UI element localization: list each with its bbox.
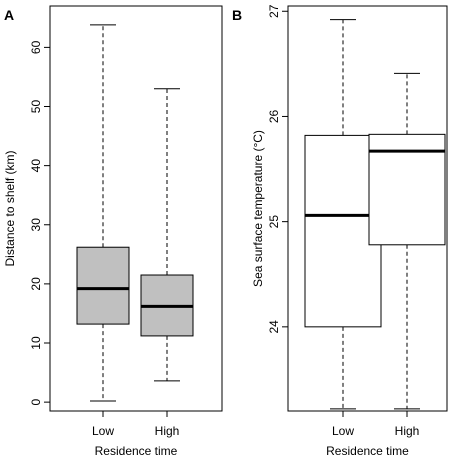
panel-b-boxes [304,19,446,410]
panel-b-y-axis: 24 25 26 27 [267,4,288,334]
x-tick-label: Low [92,424,114,438]
panel-a-x-label: Residence time [95,444,178,458]
y-tick-label: 20 [29,277,43,291]
panel-b-frame [287,5,448,412]
y-tick-label: 0 [29,398,43,405]
box-low [304,19,382,410]
box-low [76,24,130,402]
panel-a-y-label: Distance to shelf (km) [3,150,17,266]
panel-a-letter: A [4,7,14,23]
y-tick-label: 10 [29,336,43,350]
y-tick-label: 50 [29,100,43,114]
y-tick-label: 27 [267,4,281,18]
panel-b-y-label: Sea surface temperature (°C) [251,130,265,287]
panel-a-y-axis: 0 10 20 30 40 50 60 [29,40,50,405]
iqr-box [368,133,446,246]
x-tick-label: High [395,424,420,438]
panel-a: A 0 10 20 30 40 50 60 Low High Residence time D… [3,5,223,458]
iqr-box [304,134,382,328]
box-high [140,88,194,382]
y-tick-label: 24 [267,320,281,334]
y-tick-label: 40 [29,159,43,173]
x-tick-label: Low [332,424,354,438]
panel-a-boxes [76,24,194,402]
y-tick-label: 25 [267,215,281,229]
y-tick-label: 26 [267,109,281,123]
panel-a-frame [49,5,223,412]
panel-a-x-axis: Low High [92,411,179,438]
panel-b-x-label: Residence time [326,444,409,458]
panel-b-letter: B [232,7,242,23]
panel-b: B 24 25 26 27 Low High Residence time Sea su… [232,4,448,458]
box-high [368,72,446,410]
panel-b-x-axis: Low High [332,411,419,438]
iqr-box [76,246,130,325]
x-tick-label: High [155,424,180,438]
y-tick-label: 60 [29,40,43,54]
y-tick-label: 30 [29,218,43,232]
